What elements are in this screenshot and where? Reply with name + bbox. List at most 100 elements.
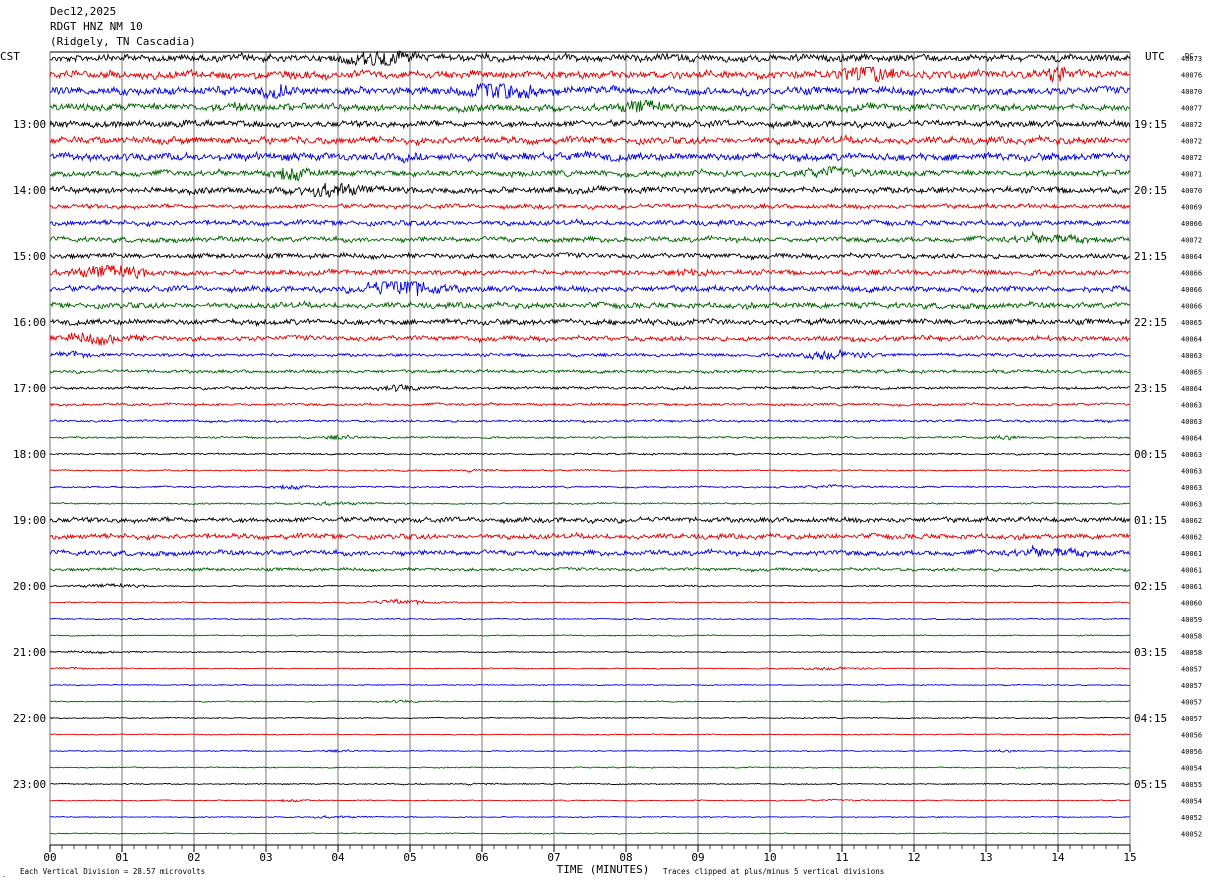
seismic-trace — [49, 500, 1131, 506]
seismic-trace — [49, 544, 1131, 558]
seismic-trace — [49, 515, 1131, 525]
cst-hour-label: 20:00 — [13, 580, 46, 593]
seismic-trace — [50, 699, 1131, 704]
dc-offset-label: 40077 — [1181, 105, 1202, 113]
seismic-trace — [49, 50, 1131, 67]
seismic-trace — [49, 280, 1131, 297]
cst-hour-label: 14:00 — [13, 184, 46, 197]
dc-offset-label: 40059 — [1181, 616, 1202, 624]
x-tick-label: 06 — [475, 851, 488, 864]
dc-offset-label: 40072 — [1181, 138, 1202, 146]
dc-offset-label: 40057 — [1181, 666, 1202, 674]
seismic-trace — [49, 317, 1130, 328]
dc-offset-label: 40063 — [1181, 402, 1202, 410]
dc-offset-label: 40061 — [1181, 567, 1202, 575]
seismic-trace — [49, 798, 1131, 803]
seismic-trace — [49, 149, 1131, 164]
x-tick-label: 00 — [43, 851, 56, 864]
dc-offset-label: 40052 — [1181, 831, 1202, 839]
x-tick-label: 07 — [547, 851, 560, 864]
dc-offset-label: 40062 — [1181, 517, 1202, 525]
seismic-trace — [49, 82, 1131, 100]
dc-offset-label: 40072 — [1181, 121, 1202, 129]
cst-hour-label: 18:00 — [13, 448, 46, 461]
x-tick-label: 05 — [403, 851, 416, 864]
seismic-trace — [49, 133, 1131, 147]
utc-hour-label: 01:15 — [1134, 514, 1167, 527]
seismic-trace — [49, 418, 1131, 424]
seismic-trace — [49, 814, 1130, 819]
seismic-trace — [49, 650, 1131, 655]
utc-hour-label: 23:15 — [1134, 382, 1167, 395]
cst-hour-label: 16:00 — [13, 316, 46, 329]
seismic-trace — [50, 383, 1131, 393]
dc-offset-label: 40058 — [1181, 649, 1202, 657]
x-tick-label: 11 — [835, 851, 848, 864]
x-tick-label: 01 — [115, 851, 128, 864]
seismic-trace — [49, 582, 1131, 589]
seismic-trace — [49, 100, 1131, 114]
x-tick-label: 15 — [1123, 851, 1136, 864]
x-tick-label: 09 — [691, 851, 704, 864]
dc-offset-label: 40064 — [1181, 336, 1202, 344]
seismic-trace — [49, 634, 1130, 637]
utc-hour-label: 21:15 — [1134, 250, 1167, 263]
seismic-trace — [49, 531, 1131, 542]
utc-hour-label: 02:15 — [1134, 580, 1167, 593]
utc-hour-label: 04:15 — [1134, 712, 1167, 725]
seismic-trace — [49, 483, 1131, 491]
dc-offset-label: 40063 — [1181, 418, 1202, 426]
header-location: (Ridgely, TN Cascadia) — [50, 35, 196, 48]
seismic-trace — [49, 251, 1131, 262]
dc-offset-label: 40057 — [1181, 699, 1202, 707]
utc-axis-label: UTC — [1145, 50, 1165, 63]
cst-hour-label: 23:00 — [13, 778, 46, 791]
seismic-trace — [49, 332, 1131, 346]
seismic-trace — [49, 566, 1131, 573]
dc-offset-label: 40063 — [1181, 468, 1202, 476]
seismic-trace — [50, 434, 1131, 441]
dc-offset-label: 40066 — [1181, 270, 1202, 278]
seismic-trace — [49, 401, 1131, 407]
dc-offset-label: 40070 — [1181, 88, 1202, 96]
dc-offset-label: 40066 — [1181, 303, 1202, 311]
cst-hour-label: 15:00 — [13, 250, 46, 263]
utc-hour-label: 20:15 — [1134, 184, 1167, 197]
header-station: RDGT HNZ NM 10 — [50, 20, 143, 33]
dc-offset-label: 40063 — [1181, 484, 1202, 492]
seismic-trace — [49, 598, 1131, 606]
dc-offset-label: 40065 — [1181, 369, 1202, 377]
dc-offset-label: 40065 — [1181, 319, 1202, 327]
dc-offset-label: 40064 — [1181, 385, 1202, 393]
dc-offset-label: 40071 — [1181, 171, 1202, 179]
dc-offset-label: 40056 — [1181, 732, 1202, 740]
x-tick-label: 08 — [619, 851, 632, 864]
seismic-trace — [49, 182, 1131, 199]
utc-hour-label: 00:15 — [1134, 448, 1167, 461]
cst-hour-label: 17:00 — [13, 382, 46, 395]
x-tick-label: 03 — [259, 851, 272, 864]
seismic-trace — [49, 666, 1130, 671]
dc-offset-label: 40056 — [1181, 748, 1202, 756]
dc-offset-label: 40057 — [1181, 682, 1202, 690]
seismic-trace — [49, 617, 1131, 621]
utc-hour-label: 05:15 — [1134, 778, 1167, 791]
seismic-trace — [49, 716, 1131, 720]
cst-axis-label: CST — [0, 50, 20, 63]
footer-clip-note: Traces clipped at plus/minus 5 vertical … — [663, 867, 884, 876]
dc-offset-label: 40055 — [1181, 781, 1202, 789]
dc-offset-label: 40057 — [1181, 715, 1202, 723]
seismic-trace — [49, 832, 1131, 835]
dc-offset-label: 40066 — [1181, 286, 1202, 294]
dc-offset-label: 40063 — [1181, 501, 1202, 509]
dc-offset-label: 40060 — [1181, 600, 1202, 608]
seismic-trace — [49, 218, 1131, 228]
utc-hour-label: 22:15 — [1134, 316, 1167, 329]
x-tick-label: 14 — [1051, 851, 1065, 864]
dc-offset-label: 40058 — [1181, 633, 1202, 641]
seismic-trace — [49, 300, 1131, 311]
dc-offset-label: 40064 — [1181, 435, 1202, 443]
x-tick-label: 12 — [907, 851, 920, 864]
seismic-trace — [49, 733, 1130, 736]
cst-hour-label: 19:00 — [13, 514, 46, 527]
